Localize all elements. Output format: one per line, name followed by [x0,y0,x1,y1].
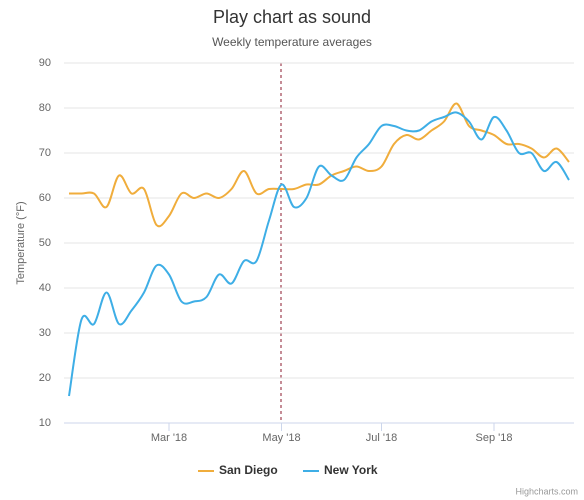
series-line [68,102,570,228]
y-tick-label: 40 [39,282,51,294]
y-tick-label: 30 [39,327,51,339]
y-tick-label: 90 [39,57,51,69]
chart-subtitle: Weekly temperature averages [212,35,372,49]
x-tick-label: May '18 [262,432,300,444]
y-tick-label: 20 [39,372,51,384]
series-line [68,111,570,397]
chart-title: Play chart as sound [213,7,371,27]
x-tick-label: Sep '18 [476,432,513,444]
y-axis-label: Temperature (°F) [15,201,27,284]
y-tick-label: 80 [39,102,51,114]
y-tick-label: 60 [39,192,51,204]
y-tick-label: 50 [39,237,51,249]
legend-item[interactable]: New York [324,463,378,477]
y-tick-label: 70 [39,147,51,159]
legend-item[interactable]: San Diego [219,463,278,477]
x-tick-label: Mar '18 [151,432,187,444]
y-tick-label: 10 [39,417,51,429]
credits: Highcharts.com [515,486,578,496]
x-tick-label: Jul '18 [366,432,397,444]
